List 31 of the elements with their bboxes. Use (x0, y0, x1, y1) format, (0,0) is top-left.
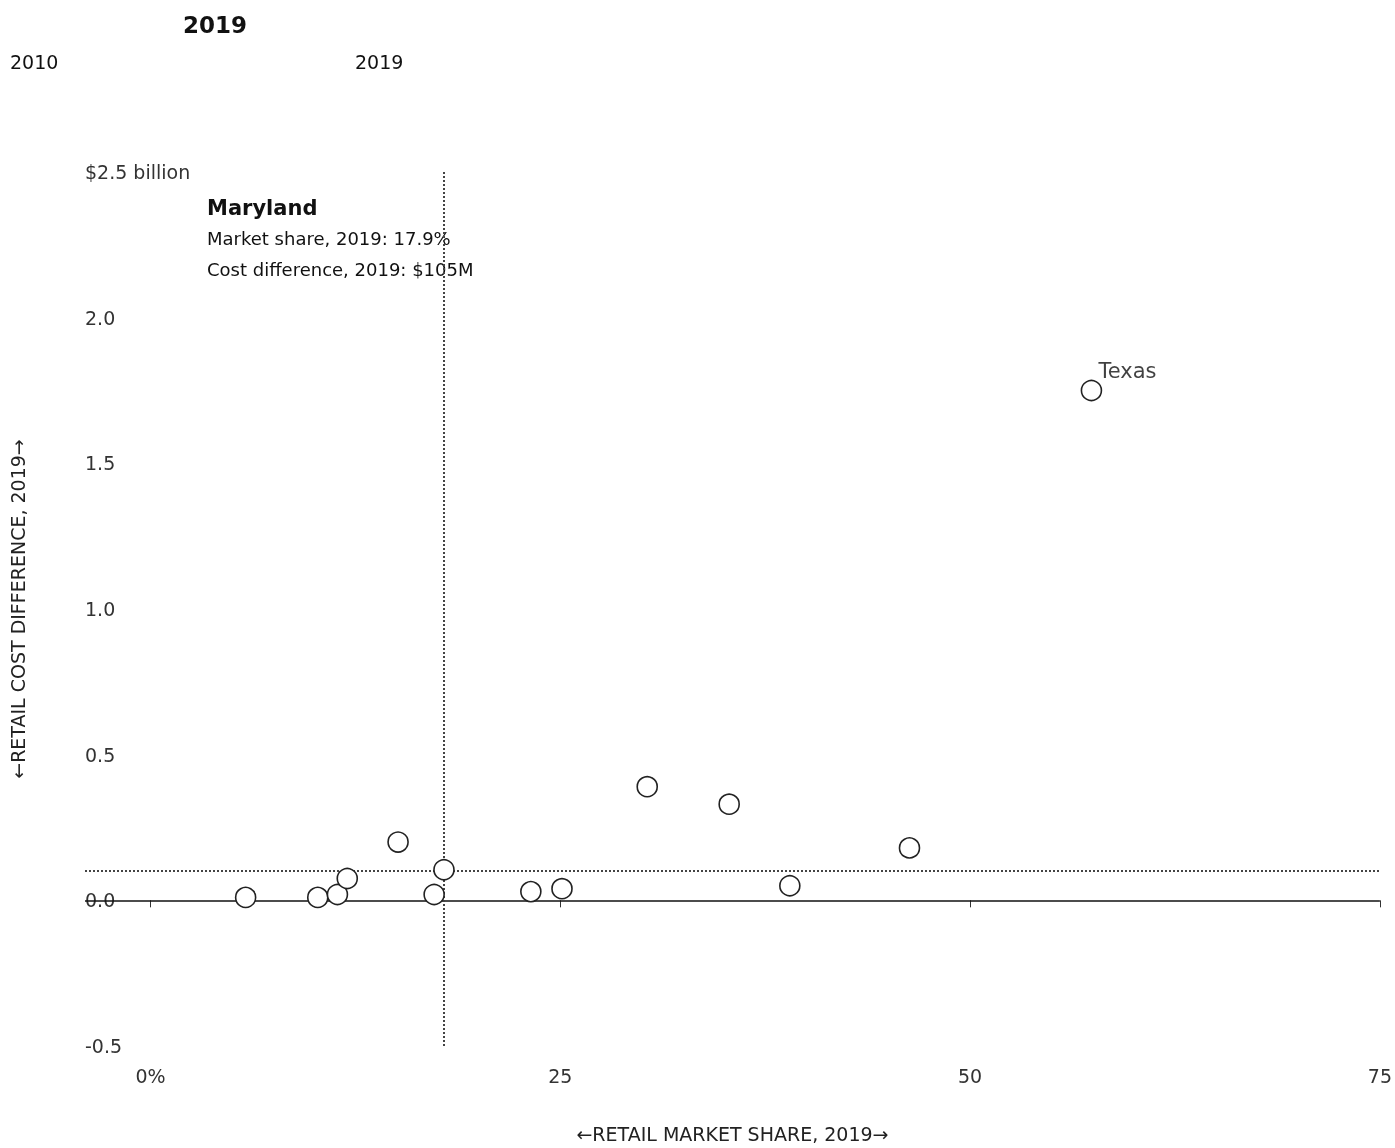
y-tick-label: -0.5 (85, 1035, 123, 1057)
x-tick-label: 75 (1367, 1064, 1393, 1087)
chart-title: 2019 (355, 50, 404, 73)
y-tick-label: 1.0 (85, 598, 116, 620)
point (387, 831, 409, 853)
y-tick-label: 2.0 (85, 306, 116, 329)
point (433, 858, 455, 881)
annotation: Maryland Market share, 2019: 17.9% Cost difference, 2019: $105M (207, 195, 474, 280)
point (718, 793, 740, 815)
point (636, 775, 659, 798)
point (326, 883, 349, 906)
text: 2010 (10, 50, 59, 73)
y-axis-title: ←RETAIL COST DIFFERENCE, 2019→ (6, 439, 29, 779)
x-axis-title: ←RETAIL MARKET SHARE, 2019→ (576, 1122, 889, 1145)
y-tick-label: $2.5 billion (85, 161, 191, 183)
point (898, 837, 921, 859)
annotation: Texas (1097, 358, 1157, 383)
point (423, 883, 445, 906)
point (234, 886, 257, 909)
point (1080, 379, 1103, 402)
x-tick-label: 0% (135, 1064, 166, 1087)
y-tick-label: 1.5 (85, 452, 116, 475)
point (520, 880, 542, 903)
point (779, 874, 801, 897)
x-tick-label: 25 (548, 1064, 573, 1087)
text: 2019 (183, 11, 248, 38)
point (306, 886, 329, 909)
point (336, 867, 359, 890)
x-tick-label: 50 (958, 1064, 983, 1087)
point (551, 877, 573, 900)
y-tick-label: 0.5 (85, 743, 116, 766)
